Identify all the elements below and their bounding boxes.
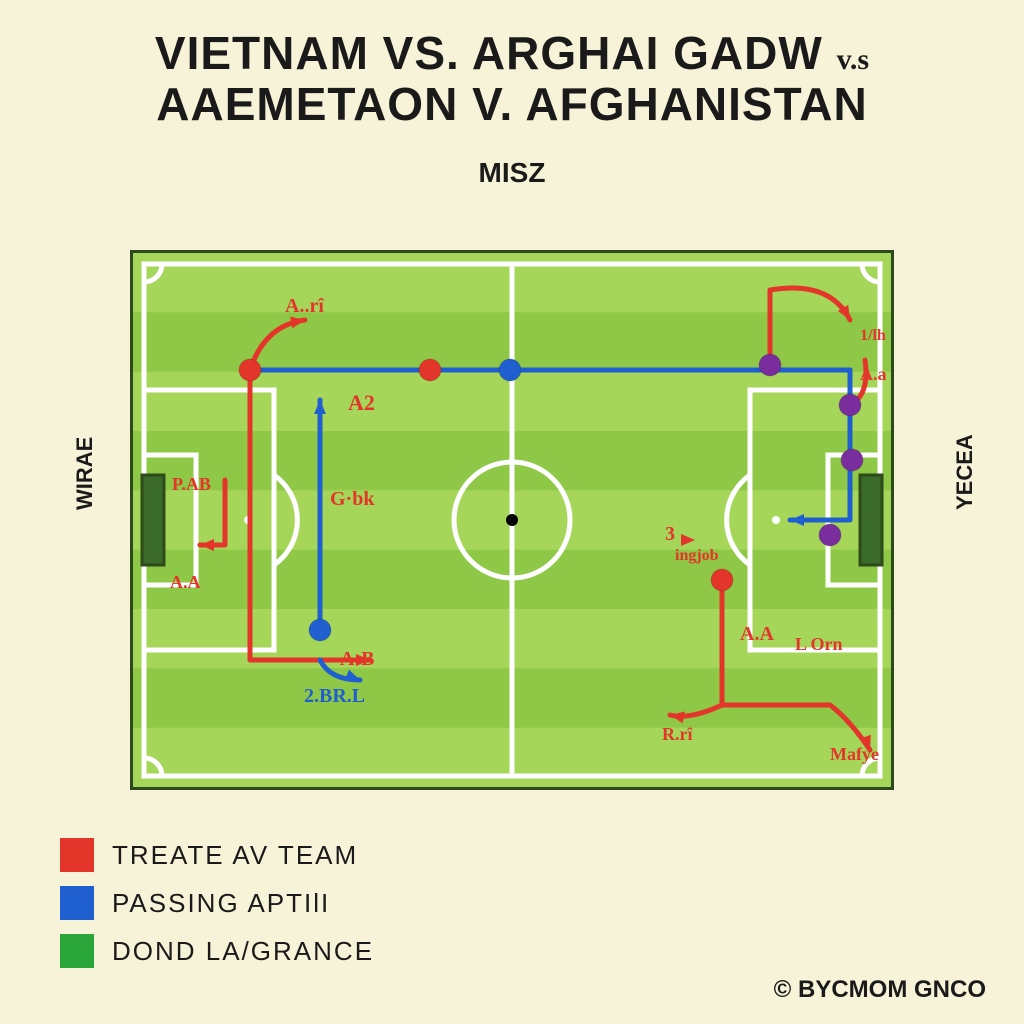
title-vs: v.s (837, 43, 870, 76)
svg-text:G·bk: G·bk (330, 488, 375, 510)
legend-row: DOND LA/GRANCE (60, 934, 374, 968)
svg-text:P.AB: P.AB (172, 474, 211, 494)
svg-text:A.a: A.a (860, 364, 887, 384)
title-line1-b: ARGHAI GADW (472, 27, 823, 79)
main-title: VIETNAM VS. ARGHAI GADW v.s AAEMETAON V.… (0, 0, 1024, 129)
legend-swatch (60, 886, 94, 920)
legend-swatch (60, 838, 94, 872)
svg-text:2.BR.L: 2.BR.L (304, 685, 365, 707)
svg-text:A.A: A.A (740, 623, 774, 645)
title-line1-a: VIETNAM VS. (155, 27, 460, 79)
legend-swatch (60, 934, 94, 968)
svg-text:Mafye: Mafye (830, 744, 879, 764)
svg-text:A..rî: A..rî (285, 295, 324, 317)
legend-label: DOND LA/GRANCE (112, 936, 374, 967)
pitch-diagram: A..rî A2 P.AB G·bk A.A A·B 2.BR.L 3ingjob A.A L O… (130, 250, 894, 790)
svg-text:3: 3 (665, 523, 675, 545)
subtitle: MISZ (0, 157, 1024, 189)
legend-label: TREATE AV TEAM (112, 840, 358, 871)
svg-text:A·B: A·B (340, 648, 374, 670)
legend-row: PASSING APTIlI (60, 886, 374, 920)
legend-label: PASSING APTIlI (112, 888, 330, 919)
legend: TREATE AV TEAM PASSING APTIlI DOND LA/GR… (60, 838, 374, 982)
title-line2-a: AAEMETAON (156, 78, 458, 130)
axis-label-right: YECEA (952, 434, 978, 510)
svg-text:ingjob: ingjob (675, 547, 719, 564)
svg-text:1/lh: 1/lh (860, 327, 886, 344)
svg-text:L Orn: L Orn (795, 634, 843, 654)
title-line2-b: V. AFGHANISTAN (472, 78, 868, 130)
pitch-svg: A..rî A2 P.AB G·bk A.A A·B 2.BR.L 3ingjob A.A L O… (130, 250, 894, 790)
credit: © BYCMOM GNCO (774, 976, 986, 1004)
axis-label-left: WIRAE (72, 437, 98, 510)
svg-text:A2: A2 (348, 390, 375, 415)
legend-row: TREATE AV TEAM (60, 838, 374, 872)
svg-text:A.A: A.A (170, 572, 201, 592)
svg-text:R.rî: R.rî (662, 724, 693, 744)
